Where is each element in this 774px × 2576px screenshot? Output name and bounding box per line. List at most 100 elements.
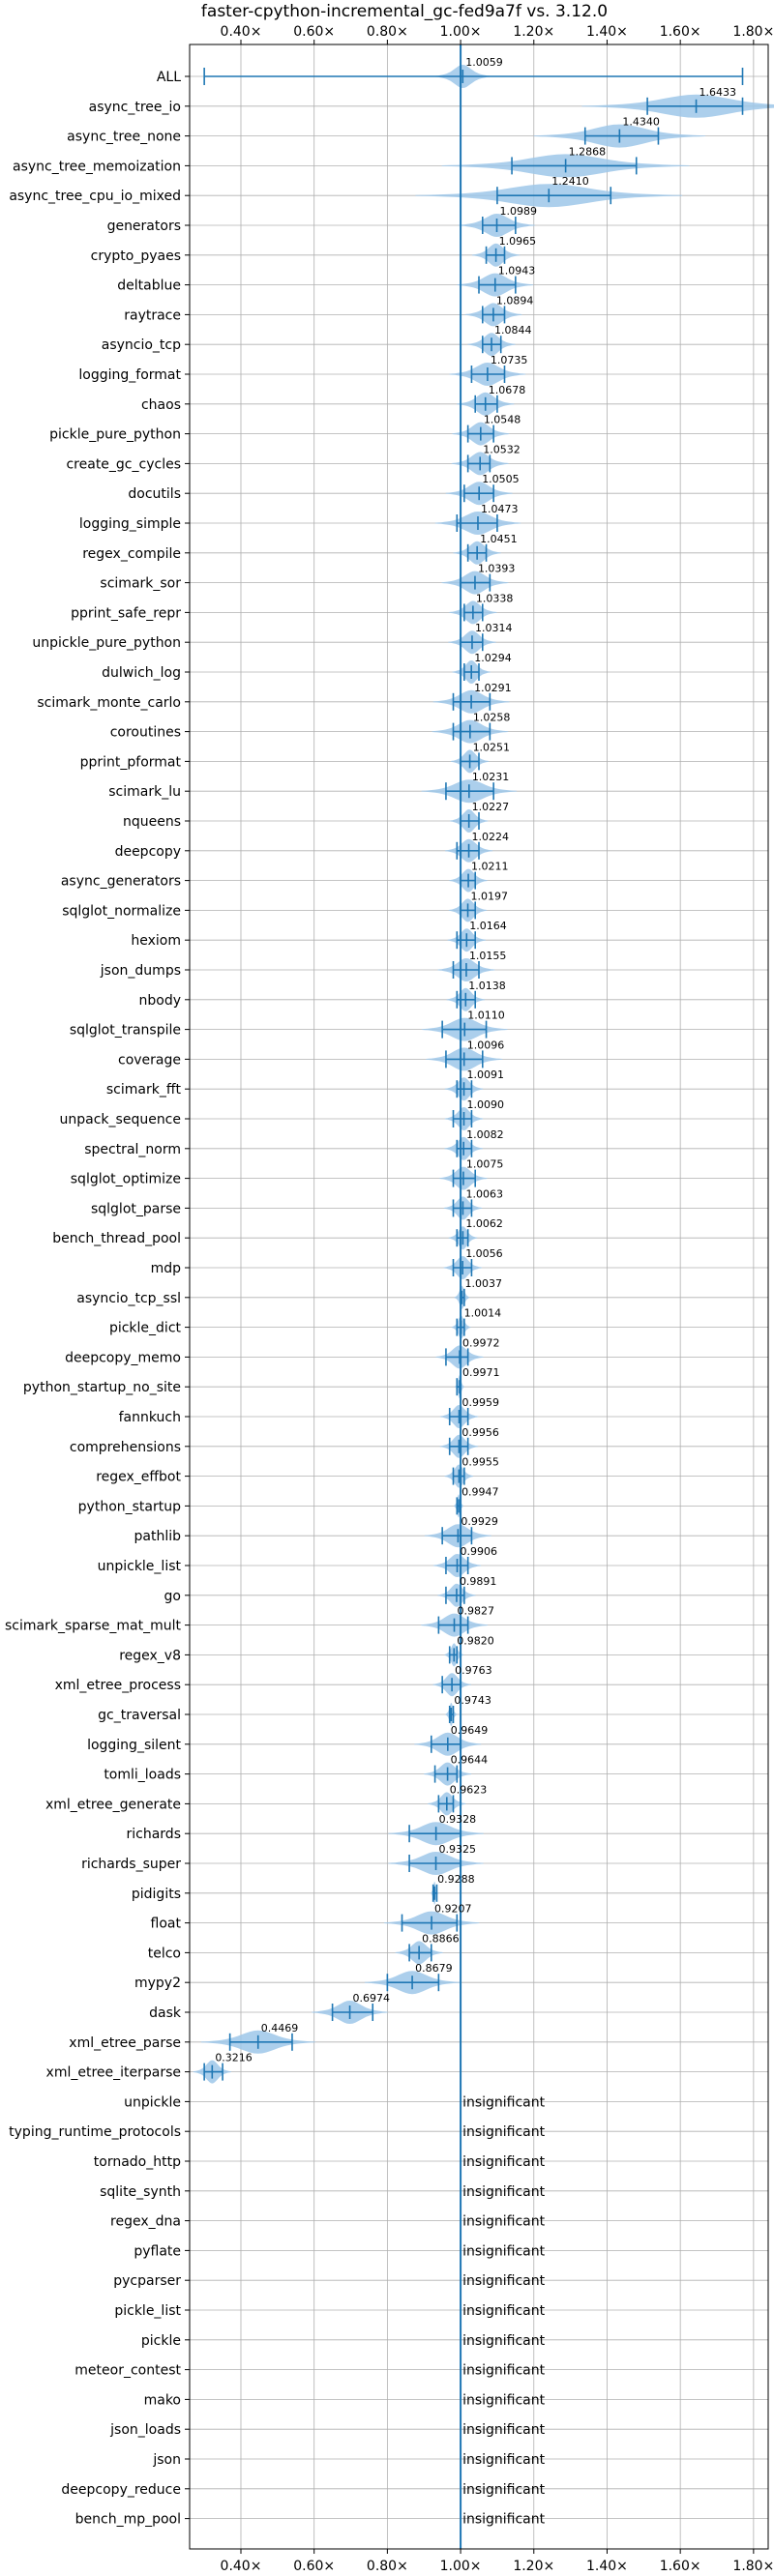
row-label-xml-etree-parse: xml_etree_parse	[69, 2035, 181, 2051]
value-label-coroutines: 1.0258	[473, 712, 511, 724]
row-label-json: json	[152, 2452, 181, 2468]
row-label-gc-traversal: gc_traversal	[98, 1708, 181, 1723]
chart-title: faster-cpython-incremental_gc-fed9a7f vs…	[201, 2, 608, 21]
row-label-raytrace: raytrace	[124, 307, 181, 323]
x-tick-label-bottom: 1.60×	[660, 2559, 701, 2572]
value-label-create-gc-cycles: 1.0532	[483, 443, 521, 455]
row-label-async-tree-memoization: async_tree_memoization	[13, 159, 181, 174]
row-label-crypto-pyaes: crypto_pyaes	[91, 249, 181, 264]
value-label-crypto-pyaes: 1.0965	[499, 235, 537, 248]
row-label-nqueens: nqueens	[123, 814, 181, 830]
row-label-dulwich-log: dulwich_log	[102, 665, 181, 681]
row-label-create-gc-cycles: create_gc_cycles	[66, 456, 181, 472]
row-label-deepcopy-memo: deepcopy_memo	[65, 1350, 181, 1365]
row-label-regex-compile: regex_compile	[82, 546, 181, 562]
row-label-pickle-list: pickle_list	[114, 2303, 181, 2319]
row-label-all: ALL	[157, 70, 181, 85]
row-label-async-tree-none: async_tree_none	[67, 130, 181, 145]
value-label-xml-etree-parse: 0.4469	[261, 2022, 299, 2034]
x-tick-label-top: 0.80×	[367, 24, 408, 40]
row-label-async-generators: async_generators	[61, 874, 181, 890]
row-label-bench-mp-pool: bench_mp_pool	[75, 2512, 181, 2528]
value-label-async-tree-none: 1.4340	[622, 116, 660, 129]
row-label-sqlite-synth: sqlite_synth	[100, 2184, 181, 2200]
row-label-richards: richards	[127, 1827, 182, 1842]
insignificant-label-mako: insignificant	[462, 2392, 546, 2408]
row-label-regex-effbot: regex_effbot	[96, 1470, 181, 1485]
value-label-regex-v8: 0.9820	[457, 1634, 494, 1647]
value-label-sqlglot-parse: 1.0063	[465, 1187, 503, 1200]
row-label-pickle: pickle	[141, 2333, 181, 2349]
value-label-json-dumps: 1.0155	[469, 950, 506, 962]
value-label-bench-thread-pool: 1.0062	[465, 1217, 503, 1230]
value-label-sqlglot-normalize: 1.0197	[471, 890, 508, 902]
row-label-scimark-monte-carlo: scimark_monte_carlo	[37, 695, 181, 711]
insignificant-label-json-loads: insignificant	[462, 2422, 546, 2438]
row-label-pickle-pure-python: pickle_pure_python	[49, 427, 181, 443]
value-label-async-generators: 1.0211	[471, 861, 509, 873]
row-label-dask: dask	[149, 2005, 182, 2021]
value-label-asyncio-tcp-ssl: 1.0037	[464, 1277, 502, 1290]
value-label-async-tree-io: 1.6433	[700, 86, 737, 99]
value-label-telco: 0.8866	[422, 1932, 460, 1945]
row-label-generators: generators	[107, 219, 181, 234]
row-label-xml-etree-iterparse: xml_etree_iterparse	[46, 2065, 181, 2081]
insignificant-label-unpickle: insignificant	[462, 2094, 546, 2110]
insignificant-label-bench-mp-pool: insignificant	[462, 2512, 546, 2528]
value-label-xml-etree-process: 0.9763	[455, 1664, 492, 1677]
row-label-deepcopy: deepcopy	[115, 844, 181, 860]
value-label-scimark-sparse-mat-mult: 0.9827	[458, 1605, 495, 1618]
row-label-logging-simple: logging_simple	[79, 516, 181, 532]
row-label-json-dumps: json_dumps	[100, 963, 181, 979]
x-tick-label-top: 1.20×	[513, 24, 554, 40]
value-label-deepcopy-memo: 0.9972	[462, 1336, 500, 1349]
row-label-scimark-sparse-mat-mult: scimark_sparse_mat_mult	[5, 1619, 181, 1634]
row-label-unpickle-list: unpickle_list	[98, 1559, 182, 1574]
row-label-sqlglot-transpile: sqlglot_transpile	[70, 1023, 181, 1039]
value-label-mdp: 1.0056	[465, 1247, 503, 1260]
value-label-pathlib: 0.9929	[461, 1515, 498, 1528]
row-label-pidigits: pidigits	[132, 1887, 181, 1902]
row-label-float: float	[151, 1917, 182, 1932]
value-label-mypy2: 0.8679	[415, 1962, 453, 1975]
value-label-xml-etree-generate: 0.9623	[450, 1783, 488, 1796]
row-label-xml-etree-process: xml_etree_process	[55, 1678, 181, 1693]
value-label-richards-super: 0.9325	[439, 1843, 477, 1856]
insignificant-label-deepcopy-reduce: insignificant	[462, 2482, 546, 2498]
value-label-unpickle-pure-python: 1.0314	[475, 622, 513, 634]
x-tick-label-top: 1.80×	[732, 24, 774, 40]
row-label-python-startup-no-site: python_startup_no_site	[23, 1380, 181, 1395]
value-label-unpack-sequence: 1.0090	[466, 1098, 504, 1111]
row-label-pathlib: pathlib	[134, 1529, 182, 1544]
row-label-chaos: chaos	[141, 397, 181, 413]
insignificant-label-regex-dna: insignificant	[462, 2214, 546, 2230]
value-label-asyncio-tcp: 1.0844	[494, 324, 532, 337]
value-label-hexiom: 1.0164	[469, 920, 507, 932]
row-label-xml-etree-generate: xml_etree_generate	[45, 1797, 181, 1812]
row-label-sqlglot-normalize: sqlglot_normalize	[62, 903, 181, 919]
value-label-regex-compile: 1.0451	[480, 533, 518, 545]
row-label-regex-v8: regex_v8	[119, 1648, 181, 1663]
row-label-mako: mako	[144, 2392, 181, 2408]
row-label-async-tree-io: async_tree_io	[89, 100, 181, 115]
value-label-deltablue: 1.0943	[498, 265, 536, 278]
row-label-nbody: nbody	[139, 993, 182, 1009]
row-label-asyncio-tcp: asyncio_tcp	[102, 337, 181, 353]
value-label-scimark-fft: 1.0091	[467, 1068, 505, 1081]
value-label-unpickle-list: 0.9906	[461, 1545, 497, 1558]
value-label-python-startup-no-site: 0.9971	[462, 1366, 500, 1379]
value-label-pickle-pure-python: 1.0548	[484, 414, 521, 426]
insignificant-label-meteor-contest: insignificant	[462, 2363, 546, 2379]
value-label-xml-etree-iterparse: 0.3216	[215, 2052, 253, 2064]
value-label-coverage: 1.0096	[467, 1039, 504, 1051]
row-label-sqlglot-optimize: sqlglot_optimize	[71, 1172, 181, 1187]
value-label-pickle-dict: 1.0014	[464, 1307, 502, 1320]
x-tick-label-top: 1.60×	[660, 24, 701, 40]
row-label-scimark-sor: scimark_sor	[100, 576, 181, 592]
row-label-deepcopy-reduce: deepcopy_reduce	[61, 2482, 181, 2498]
row-label-go: go	[164, 1589, 181, 1604]
value-label-async-tree-cpu-io-mixed: 1.2410	[551, 175, 589, 188]
value-label-python-startup: 0.9947	[461, 1485, 499, 1498]
row-label-hexiom: hexiom	[131, 933, 181, 949]
